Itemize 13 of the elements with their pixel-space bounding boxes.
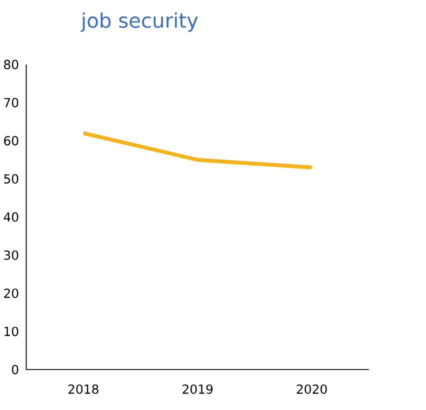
y-tick-label: 60 xyxy=(4,136,18,146)
x-tick-label: 2019 xyxy=(182,384,213,394)
x-tick-label: 2020 xyxy=(296,384,327,394)
x-tick-label: 2018 xyxy=(68,384,98,394)
y-tick-label: 80 xyxy=(4,60,18,70)
y-tick-label: 50 xyxy=(4,174,18,184)
y-tick-label: 40 xyxy=(4,212,18,222)
chart-title: job security xyxy=(80,12,198,32)
y-tick-label: 10 xyxy=(4,326,18,336)
y-tick-label: 0 xyxy=(12,364,18,374)
y-tick-label: 70 xyxy=(4,98,18,108)
y-tick-label: 30 xyxy=(4,250,18,260)
y-tick-label: 20 xyxy=(4,288,18,298)
